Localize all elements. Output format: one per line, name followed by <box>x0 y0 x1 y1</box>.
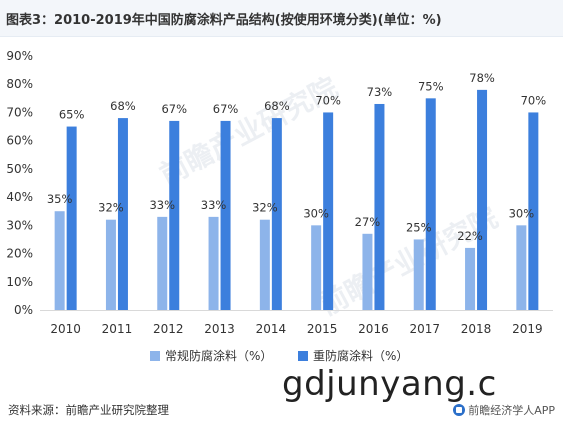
bar-conventional <box>362 233 373 310</box>
legend-label-conventional: 常规防腐涂料（%） <box>165 349 273 363</box>
bar-heavy-duty <box>220 120 231 311</box>
legend-swatch-heavy-duty <box>298 351 308 361</box>
y-axis: 0% 10% 20% 30% 40% 50% 60% 70% 80% 90% <box>6 49 33 317</box>
bar-conventional <box>259 219 270 310</box>
bar-conventional <box>413 239 424 310</box>
y-tick-label: 0% <box>14 303 33 317</box>
bars <box>54 89 539 311</box>
bar-heavy-duty <box>169 120 180 311</box>
y-tick-label: 70% <box>6 105 33 119</box>
data-labels: 35% 65% 32% 68% 33% 67% 33% 67% 32% 68% 30% 70% 27% 7… <box>47 71 546 243</box>
bar-heavy-duty <box>528 112 539 310</box>
data-label-conventional: 32% <box>252 201 278 215</box>
data-label-conventional: 33% <box>149 198 175 212</box>
bar-conventional <box>311 225 322 310</box>
title-bar: 图表3：2010-2019年中国防腐涂料产品结构(按使用环境分类)(单位：%) <box>0 0 563 37</box>
brand-logo-icon <box>453 404 466 416</box>
data-label-heavy-duty: 68% <box>264 99 290 113</box>
bar-conventional <box>105 219 116 310</box>
data-label-heavy-duty: 73% <box>367 85 393 99</box>
x-axis: 2010 2011 2012 2013 2014 2015 2016 2017 2018 2019 <box>40 310 553 336</box>
legend-item-heavy-duty: 重防腐涂料（%） <box>298 349 408 363</box>
data-label-heavy-duty: 67% <box>161 102 187 116</box>
data-label-heavy-duty: 67% <box>213 102 239 116</box>
brand-label: 前瞻经济学人APP <box>468 404 555 417</box>
source-note: 资料来源：前瞻产业研究院整理 <box>8 403 169 417</box>
x-tick-label: 2019 <box>512 322 543 336</box>
x-tick-label: 2014 <box>256 322 287 336</box>
data-label-conventional: 25% <box>406 220 432 234</box>
y-tick-label: 80% <box>6 77 33 91</box>
data-label-conventional: 35% <box>47 192 73 206</box>
bar-heavy-duty <box>477 89 488 310</box>
x-tick-label: 2016 <box>358 322 389 336</box>
bar-heavy-duty <box>271 118 282 310</box>
y-tick-label: 30% <box>6 218 33 232</box>
legend-label-heavy-duty: 重防腐涂料（%） <box>313 349 409 363</box>
y-tick-label: 10% <box>6 275 33 289</box>
bar-heavy-duty <box>117 118 128 310</box>
data-label-conventional: 30% <box>303 206 329 220</box>
data-label-conventional: 22% <box>457 229 483 243</box>
x-tick-label: 2018 <box>461 322 492 336</box>
x-tick-label: 2015 <box>307 322 338 336</box>
data-label-heavy-duty: 78% <box>469 71 495 85</box>
x-tick-label: 2017 <box>409 322 440 336</box>
y-tick-label: 50% <box>6 162 33 176</box>
bar-conventional <box>157 216 168 310</box>
bar-heavy-duty <box>425 98 436 310</box>
legend-swatch-conventional <box>150 351 160 361</box>
bar-heavy-duty <box>374 103 385 310</box>
x-tick-label: 2013 <box>204 322 235 336</box>
y-tick-label: 20% <box>6 247 33 261</box>
data-label-conventional: 32% <box>98 201 124 215</box>
chart-title: 图表3：2010-2019年中国防腐涂料产品结构(按使用环境分类)(单位：%) <box>6 13 442 28</box>
data-label-conventional: 33% <box>201 198 227 212</box>
x-tick-label: 2011 <box>102 322 133 336</box>
data-label-heavy-duty: 70% <box>315 93 341 107</box>
bar-heavy-duty <box>323 112 334 310</box>
data-label-heavy-duty: 75% <box>418 79 444 93</box>
data-label-heavy-duty: 65% <box>59 108 85 122</box>
bar-heavy-duty <box>66 126 77 310</box>
bar-conventional <box>208 216 219 310</box>
bar-chart: 0% 10% 20% 30% 40% 50% 60% 70% 80% 90% 35% 65% 32% 6… <box>6 49 553 336</box>
data-label-conventional: 27% <box>355 215 381 229</box>
x-tick-label: 2012 <box>153 322 184 336</box>
data-label-conventional: 30% <box>509 206 535 220</box>
x-tick-label: 2010 <box>50 322 81 336</box>
bar-conventional <box>54 211 65 310</box>
legend: 常规防腐涂料（%） 重防腐涂料（%） <box>0 349 563 365</box>
y-tick-label: 40% <box>6 190 33 204</box>
data-label-heavy-duty: 70% <box>521 93 547 107</box>
data-label-heavy-duty: 68% <box>110 99 136 113</box>
overlay-watermark: gdjunyang.c <box>282 364 497 404</box>
y-tick-label: 60% <box>6 134 33 148</box>
bar-conventional <box>516 225 527 310</box>
y-tick-label: 90% <box>6 49 33 63</box>
legend-item-conventional: 常规防腐涂料（%） <box>150 349 272 363</box>
bar-conventional <box>465 247 476 310</box>
brand-badge: 前瞻经济学人APP <box>453 402 555 418</box>
